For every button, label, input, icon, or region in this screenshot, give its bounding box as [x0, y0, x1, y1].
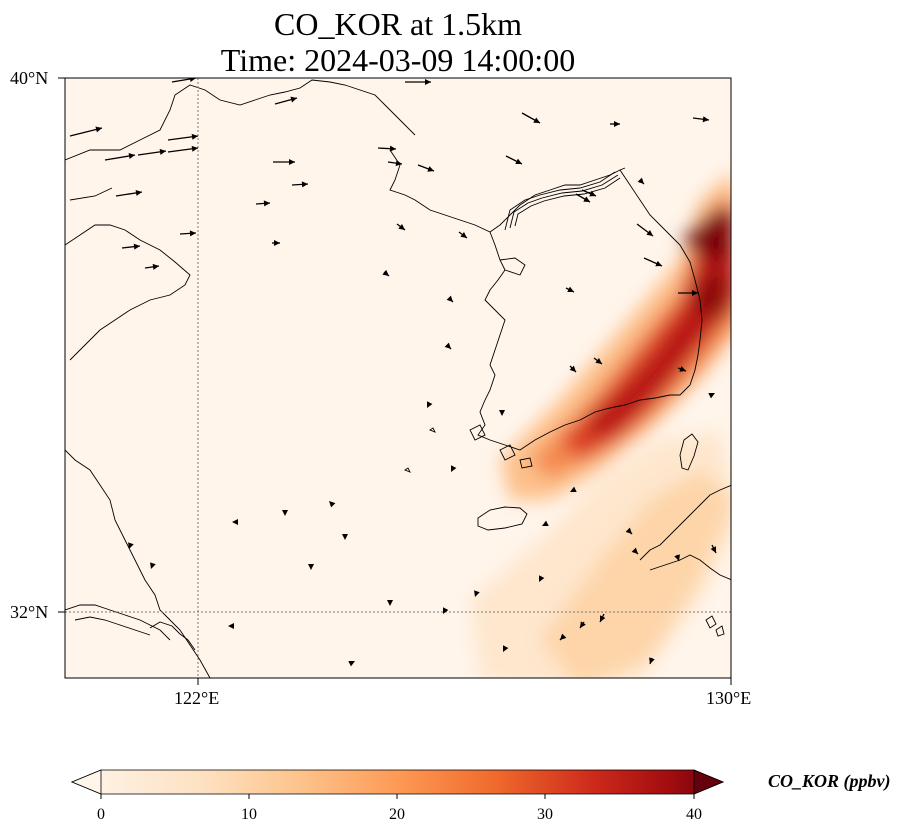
colorbar-extend-max	[693, 769, 725, 795]
wind-arrow-head	[583, 196, 590, 202]
wind-arrow-head	[232, 519, 238, 525]
colorbar-tick-label-10: 10	[241, 806, 257, 823]
wind-arrow-head	[474, 590, 480, 597]
wind-arrow-head	[614, 121, 620, 127]
wind-arrow-head	[708, 393, 715, 399]
wind-arrow-head	[560, 633, 567, 640]
wind-arrow-head	[655, 260, 662, 267]
wind-arrow-head	[444, 342, 451, 349]
wind-arrow-head	[289, 159, 295, 165]
wind-arrow-head	[398, 224, 405, 230]
map-gridlines	[65, 78, 731, 678]
wind-arrow-head	[692, 290, 698, 296]
lat-label-40n: 40°N	[10, 68, 49, 88]
wind-arrow-head	[425, 79, 431, 85]
wind-arrow-head	[427, 401, 433, 408]
wind-arrow-head	[152, 263, 159, 270]
wind-arrow-head	[625, 527, 632, 534]
wind-arrow-head	[542, 520, 549, 526]
wind-arrow-head	[159, 148, 166, 155]
colorbar-title: CO_KOR (ppbv)	[768, 771, 891, 791]
colorbar-extend-min	[70, 769, 102, 795]
co-concentration-field	[65, 78, 731, 678]
lat-label-32n: 32°N	[10, 602, 49, 622]
wind-arrow-head	[702, 116, 709, 123]
colorbar-tick-label-30: 30	[537, 806, 553, 823]
colorbar	[70, 769, 725, 795]
wind-arrow-head	[443, 607, 449, 614]
wind-arrow-head	[274, 240, 280, 246]
wind-arrow-head	[460, 232, 467, 238]
wind-arrow-head	[301, 181, 308, 188]
wind-arrow-head	[649, 657, 655, 664]
wind-arrow-head	[189, 78, 196, 82]
wind-arrow-head	[570, 486, 577, 492]
colorbar-tick-label-0: 0	[97, 806, 105, 823]
wind-arrow-head	[580, 621, 586, 628]
wind-arrow-head	[567, 286, 574, 292]
wind-arrow-head	[395, 160, 402, 167]
wind-arrow-head	[600, 615, 606, 622]
colorbar-ticks	[100, 794, 695, 799]
wind-vectors	[69, 78, 717, 667]
wind-arrow-head	[637, 177, 644, 184]
wind-arrow-head	[679, 366, 686, 372]
wind-arrow-head	[228, 623, 234, 629]
wind-arrow-head	[150, 562, 156, 569]
wind-arrow-head	[191, 133, 198, 140]
map-title: CO_KOR at 1.5km	[274, 6, 522, 42]
map-frame	[64, 77, 732, 679]
wind-arrow-head	[189, 230, 196, 237]
wind-arrow-head	[451, 465, 457, 472]
wind-arrow-head	[282, 510, 288, 516]
wind-arrow-head	[389, 145, 396, 152]
wind-arrow-head	[503, 645, 509, 652]
wind-arrow-head	[569, 365, 576, 372]
wind-arrow-head	[674, 554, 680, 561]
wind-arrow-head	[348, 661, 355, 667]
wind-arrow-head	[631, 547, 638, 554]
wind-arrow-head	[290, 96, 297, 103]
wind-arrow-head	[539, 575, 545, 582]
wind-arrow-head	[191, 145, 198, 152]
wind-arrow-head	[128, 153, 135, 159]
wind-arrow-head	[382, 269, 389, 276]
wind-arrow-head	[533, 117, 540, 123]
colorbar-tick-label-20: 20	[389, 806, 405, 823]
colorbar-tick-label-40: 40	[686, 806, 702, 823]
wind-arrow-head	[427, 166, 434, 172]
lon-label-130e: 130°E	[706, 688, 752, 708]
wind-arrow-head	[589, 190, 596, 197]
wind-arrow-head	[387, 600, 393, 606]
wind-arrow-head	[329, 501, 336, 508]
wind-arrow-head	[710, 546, 716, 553]
wind-arrow-head	[135, 189, 142, 196]
wind-arrow-head	[95, 126, 102, 133]
wind-arrow-head	[342, 534, 348, 540]
wind-arrow-head	[515, 158, 522, 164]
wind-arrow-head	[595, 358, 602, 364]
wind-arrow-head	[308, 564, 314, 570]
coastlines	[65, 79, 731, 678]
map-subtitle-time: Time: 2024-03-09 14:00:00	[220, 42, 576, 78]
wind-arrow-head	[133, 243, 140, 250]
wind-arrow-head	[646, 230, 653, 236]
wind-arrow-head	[446, 295, 453, 302]
wind-arrow-head	[263, 200, 270, 207]
lon-label-122e: 122°E	[174, 688, 220, 708]
wind-arrow-head	[128, 542, 134, 549]
wind-arrow-head	[499, 410, 505, 416]
